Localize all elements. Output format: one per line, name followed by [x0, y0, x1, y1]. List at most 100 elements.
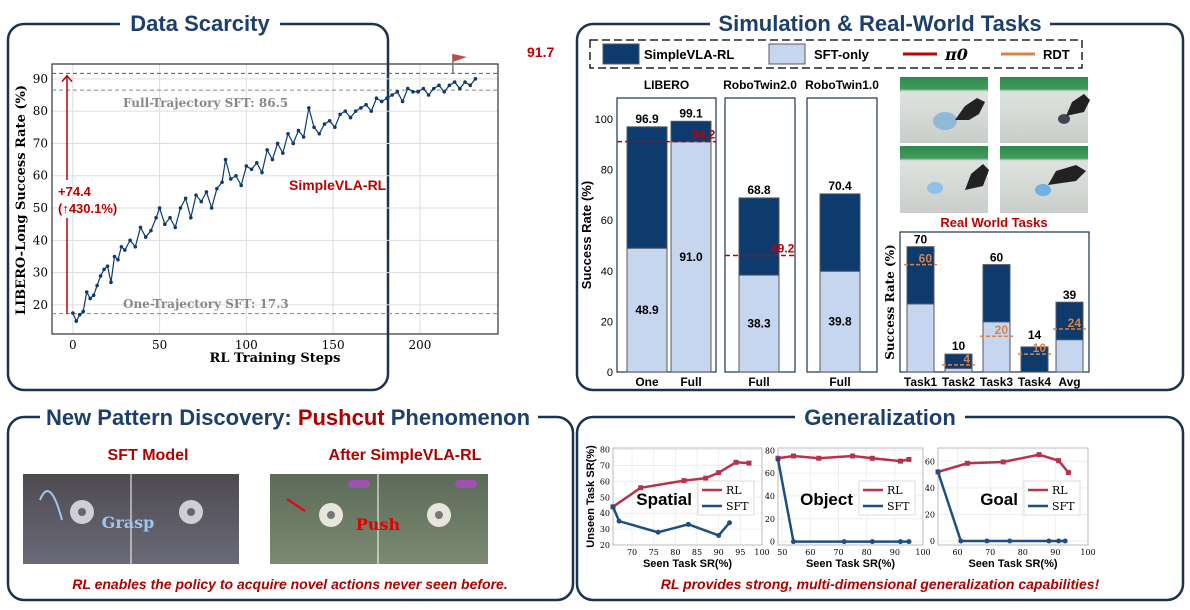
- x-axis-label: Seen Task SR(%): [968, 558, 1057, 570]
- data-point: [88, 296, 92, 301]
- plot-frame: [612, 447, 763, 546]
- data-point: [119, 244, 124, 249]
- data-point: [322, 122, 327, 126]
- x-tick-label: 70: [985, 548, 995, 557]
- bar-sft: [906, 303, 935, 373]
- y-tick-label: 80: [33, 104, 48, 118]
- data-point: [733, 459, 739, 465]
- pi0-label: 49.2: [771, 242, 795, 256]
- flag-icon: [452, 54, 467, 62]
- data-point: [458, 86, 462, 91]
- data-point: [452, 80, 457, 84]
- x-tick-label: One: [635, 375, 659, 389]
- data-point: [84, 290, 89, 294]
- bar-sft-label: 91.0: [679, 250, 703, 264]
- chart-legend: [1023, 480, 1081, 516]
- data-point: [655, 529, 661, 535]
- legend-label: RL: [726, 484, 742, 497]
- x-tick-label: Avg: [1058, 375, 1080, 389]
- data-point: [199, 199, 204, 204]
- data-point: [220, 180, 224, 185]
- data-point: [897, 539, 903, 545]
- grasp-label: Grasp: [102, 513, 155, 532]
- data-point: [616, 518, 622, 524]
- data-point: [333, 125, 337, 130]
- x-tick-label: Full: [680, 375, 701, 389]
- bar-sft: [982, 321, 1011, 373]
- data-point: [194, 193, 198, 197]
- data-point: [98, 274, 103, 278]
- real-world-label: Real World Tasks: [940, 215, 1047, 230]
- data-point: [359, 106, 363, 110]
- data-point: [364, 102, 368, 107]
- data-point: [234, 173, 238, 178]
- x-tick-label: Full: [748, 375, 769, 389]
- data-point: [109, 280, 113, 285]
- x-tick-label: 0: [69, 338, 77, 352]
- legend-label: SFT-only: [814, 47, 870, 62]
- data-point: [91, 293, 96, 298]
- data-point: [149, 228, 153, 233]
- data-point: [716, 532, 722, 538]
- data-point: [154, 215, 158, 220]
- data-point: [1056, 458, 1062, 464]
- y-tick-label: 80: [600, 446, 610, 455]
- data-point: [228, 177, 233, 181]
- chart-real-world: Success Rate (%)7060Task1104Task26020Tas…: [883, 231, 1090, 389]
- bar-rl-label: 96.9: [635, 112, 659, 126]
- bar-rl-label: 60: [990, 251, 1004, 265]
- data-point: [1056, 538, 1062, 544]
- data-point: [463, 80, 467, 84]
- plot-frame: [937, 447, 1089, 546]
- x-tick-label: Full: [829, 375, 850, 389]
- data-point: [244, 164, 249, 168]
- data-point: [239, 183, 243, 188]
- data-point: [105, 264, 110, 268]
- x-tick-label: 75: [649, 548, 659, 557]
- x-tick-label: 50: [777, 548, 787, 557]
- rl-model-label: After SimpleVLA-RL: [329, 447, 482, 464]
- bar-rl-label: 39: [1063, 288, 1077, 302]
- y-tick-label: 0: [607, 367, 613, 379]
- data-point: [163, 222, 167, 226]
- data-point: [209, 206, 214, 210]
- data-point: [157, 206, 162, 210]
- data-point: [223, 157, 228, 162]
- data-point: [1046, 538, 1052, 544]
- data-point: [369, 109, 374, 113]
- data-point: [405, 86, 410, 91]
- data-point: [1000, 459, 1006, 465]
- plot-frame: [777, 447, 924, 546]
- data-point: [102, 267, 106, 272]
- bar-sft: [1055, 339, 1084, 373]
- gain-percent-annotation: (↑430.1%): [58, 201, 117, 216]
- data-point: [338, 112, 342, 117]
- bar-rl-label: 14: [1028, 328, 1042, 342]
- bar-sft-label: 48.9: [635, 303, 659, 317]
- data-point: [374, 96, 379, 101]
- series-line-rl: [777, 454, 910, 463]
- y-tick-label: 20: [925, 510, 935, 519]
- data-point: [116, 257, 120, 262]
- data-point: [421, 86, 426, 91]
- data-point: [442, 89, 447, 94]
- x-tick-label: 200: [408, 338, 431, 352]
- x-tick-label: 80: [862, 548, 872, 557]
- legend-label: SFT: [887, 500, 910, 513]
- y-tick-label: 100: [595, 114, 613, 126]
- y-tick-label: 40: [601, 266, 613, 278]
- bar-sft: [738, 274, 780, 373]
- data-point: [173, 225, 178, 230]
- x-tick-label: 80: [1018, 548, 1028, 557]
- data-point: [254, 161, 259, 165]
- x-tick-label: Task3: [980, 375, 1013, 389]
- data-point: [379, 99, 384, 104]
- data-point: [906, 539, 912, 545]
- x-tick-label: 150: [322, 338, 345, 352]
- legend-swatch-sft: [768, 43, 806, 65]
- x-tick-label: 90: [1050, 548, 1060, 557]
- data-point: [958, 538, 964, 544]
- x-tick-label: Task1: [904, 375, 937, 389]
- data-point: [168, 215, 172, 220]
- data-point: [447, 83, 452, 88]
